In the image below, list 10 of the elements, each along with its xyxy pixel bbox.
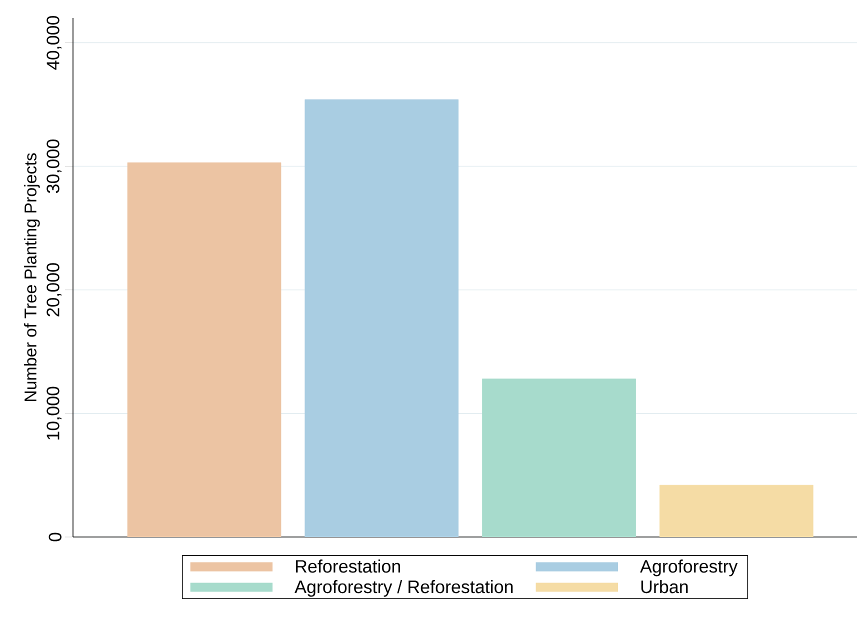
- y-tick-label: 10,000: [46, 386, 62, 440]
- y-tick-label: 20,000: [46, 263, 62, 316]
- legend-label: Reforestation: [296, 560, 400, 573]
- y-tick-label: 40,000: [46, 16, 62, 70]
- legend-label: Agroforestry: [640, 560, 738, 576]
- y-axis-title: Number of Tree Planting Projects: [24, 153, 40, 401]
- y-tick-label: 0: [48, 532, 62, 542]
- y-tick-label: 30,000: [46, 140, 62, 194]
- legend-label: Urban: [641, 580, 688, 594]
- legend-label: Agroforestry / Reforestation: [294, 580, 513, 597]
